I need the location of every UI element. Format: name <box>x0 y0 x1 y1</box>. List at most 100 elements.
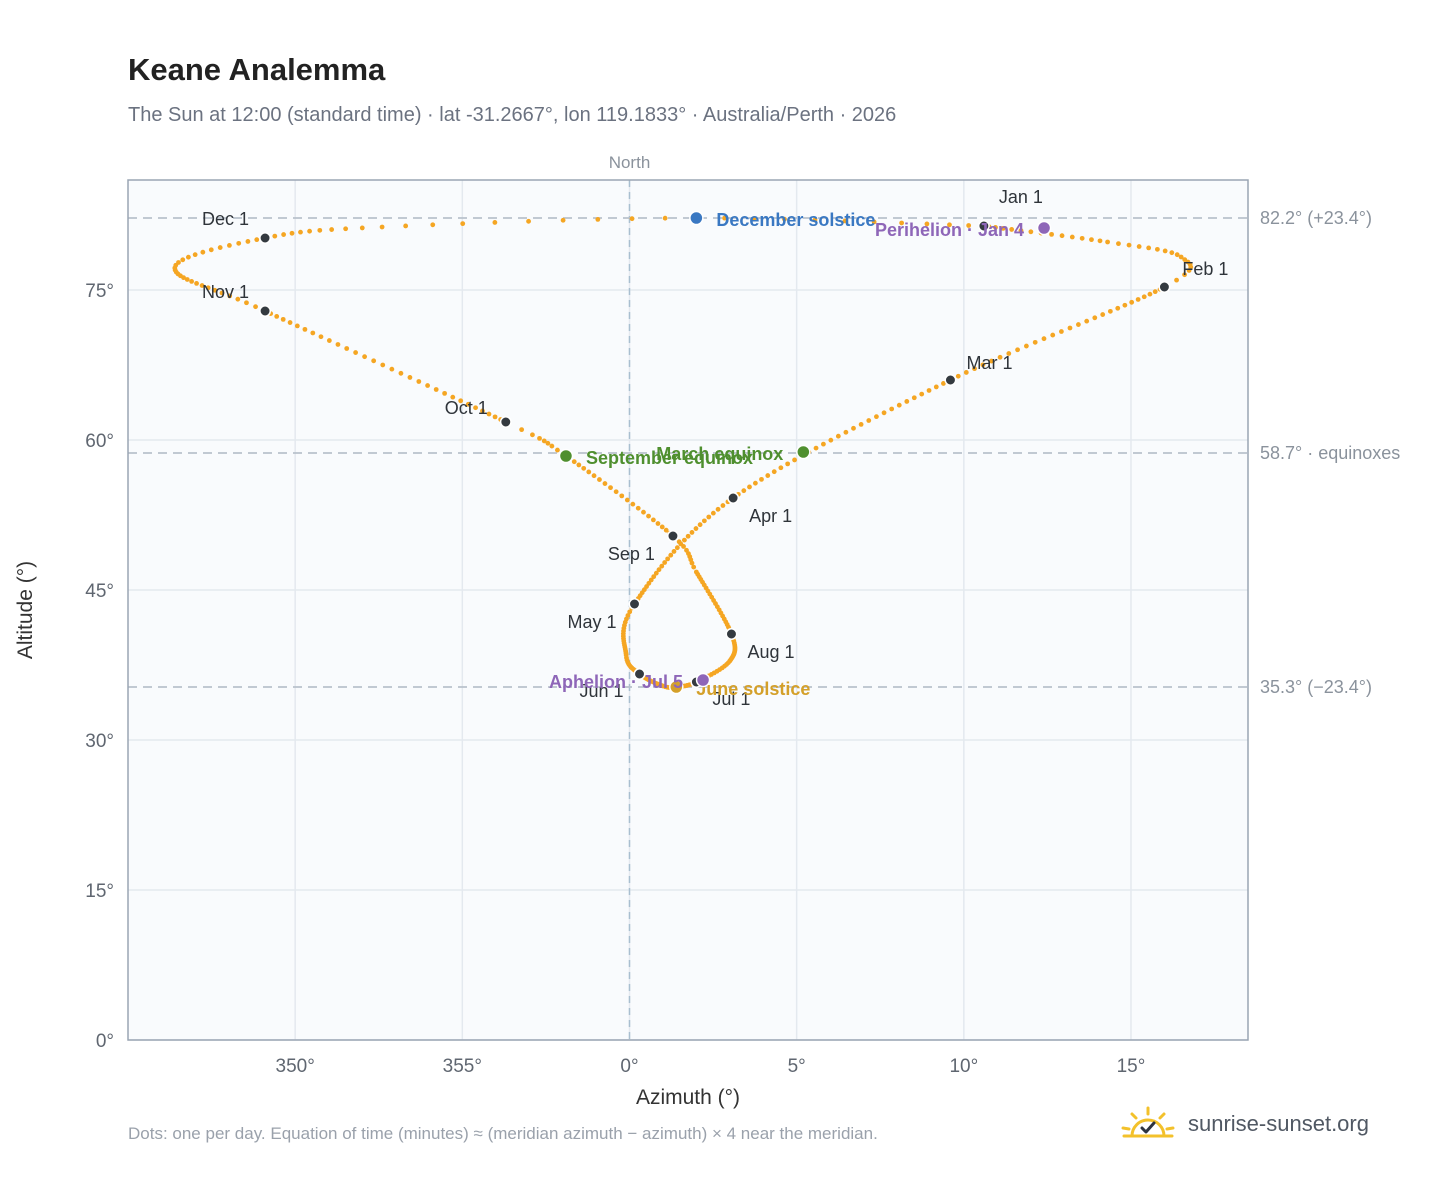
daily-sun-dot <box>281 232 287 237</box>
daily-sun-dot <box>608 485 613 491</box>
daily-sun-dot <box>486 411 492 417</box>
month-marker <box>727 492 740 504</box>
daily-sun-dot <box>1147 291 1153 297</box>
daily-sun-dot <box>1032 339 1038 345</box>
daily-sun-dot <box>465 401 471 407</box>
daily-sun-dot <box>1009 227 1015 232</box>
daily-sun-dot <box>591 473 597 479</box>
y-tick-label: 45° <box>85 581 114 602</box>
daily-sun-dot <box>245 239 251 244</box>
daily-sun-dot <box>1116 241 1121 247</box>
daily-sun-dot <box>947 222 952 228</box>
daily-sun-dot <box>379 224 385 230</box>
month-marker <box>667 530 679 542</box>
daily-sun-dot <box>896 402 902 408</box>
daily-sun-dot <box>1069 234 1075 240</box>
daily-sun-dot <box>646 513 651 519</box>
daily-sun-dot <box>1018 228 1024 233</box>
daily-sun-dot <box>881 410 887 416</box>
daily-sun-dot <box>676 539 682 545</box>
daily-sun-dot <box>624 497 630 503</box>
daily-sun-dot <box>1152 289 1158 295</box>
month-marker-label: May 1 <box>567 612 616 632</box>
daily-sun-dot <box>655 521 661 526</box>
daily-sun-dot <box>627 609 633 615</box>
event-label: September equinox <box>586 448 753 468</box>
daily-sun-dot <box>941 381 946 386</box>
footnote: Dots: one per day. Equation of time (min… <box>128 1124 878 1143</box>
daily-sun-dot <box>1141 294 1147 300</box>
month-marker-label: Jun 1 <box>579 681 623 701</box>
month-marker-label: Jan 1 <box>999 187 1043 207</box>
daily-sun-dot <box>993 225 998 230</box>
month-marker <box>1158 281 1171 293</box>
daily-sun-dot <box>537 435 542 441</box>
daily-sun-dot <box>681 544 686 549</box>
daily-sun-dot <box>212 287 218 293</box>
daily-sun-dot <box>433 387 439 392</box>
month-marker <box>633 668 646 680</box>
x-tick-label: 355° <box>443 1056 482 1077</box>
daily-sun-dot <box>362 354 368 360</box>
daily-sun-dot <box>555 447 560 453</box>
daily-sun-dot <box>812 217 818 223</box>
daily-sun-dot <box>353 350 359 355</box>
daily-sun-dot <box>966 223 972 228</box>
daily-sun-dot <box>662 215 668 221</box>
month-marker <box>499 416 512 428</box>
daily-sun-dot <box>665 556 671 562</box>
daily-sun-dot <box>530 432 535 438</box>
daily-sun-dot <box>227 243 232 248</box>
daily-sun-dot <box>782 216 787 222</box>
event-label: December solstice <box>716 210 875 230</box>
month-marker <box>259 305 272 317</box>
daily-sun-dot <box>1186 268 1192 273</box>
daily-sun-dot <box>904 399 910 404</box>
daily-sun-dot <box>205 285 211 291</box>
daily-sun-dot <box>526 218 531 224</box>
x-tick-label: 10° <box>949 1056 978 1077</box>
event-label: June solstice <box>696 679 810 699</box>
daily-sun-dot <box>416 379 422 384</box>
reference-line-label: 82.2° (+23.4°) <box>1260 208 1372 228</box>
daily-sun-dot <box>924 221 930 227</box>
daily-sun-dot <box>656 567 662 573</box>
month-marker <box>628 598 641 610</box>
daily-sun-dot <box>835 433 841 439</box>
y-tick-label: 15° <box>85 881 114 902</box>
daily-sun-dot <box>343 226 349 232</box>
daily-sun-dot <box>1174 252 1180 258</box>
daily-sun-dot <box>1107 308 1113 314</box>
daily-sun-dot <box>407 375 413 380</box>
daily-sun-dot <box>1146 245 1152 251</box>
x-axis-title: Azimuth (°) <box>636 1086 740 1109</box>
daily-sun-dot <box>1050 332 1056 338</box>
daily-sun-dot <box>1076 322 1081 327</box>
daily-sun-dot <box>715 506 721 512</box>
month-marker-label: Dec 1 <box>202 209 249 229</box>
daily-sun-dot <box>1006 351 1012 356</box>
event-marker <box>796 444 811 460</box>
daily-sun-dot <box>549 443 555 449</box>
daily-sun-dot <box>595 216 601 222</box>
daily-sun-dot <box>274 313 280 319</box>
daily-sun-dot <box>1049 231 1054 237</box>
event-marker <box>695 672 711 688</box>
daily-sun-dot <box>450 394 456 400</box>
daily-sun-dot <box>693 526 699 531</box>
daily-sun-dot <box>1136 244 1142 249</box>
daily-sun-dot <box>792 457 797 463</box>
brand[interactable]: sunrise-sunset.org <box>1120 1100 1369 1148</box>
daily-sun-dot <box>326 338 332 343</box>
daily-sun-dot <box>302 326 308 332</box>
daily-sun-dot <box>492 220 498 225</box>
daily-sun-dot <box>759 476 764 482</box>
daily-sun-dot <box>289 230 295 236</box>
daily-sun-dot <box>1092 315 1098 321</box>
daily-sun-dot <box>691 564 697 570</box>
daily-sun-dot <box>1028 229 1034 235</box>
daily-sun-dot <box>335 342 341 347</box>
daily-sun-dot <box>192 252 198 258</box>
month-marker-label: Sep 1 <box>608 544 655 564</box>
daily-sun-dot <box>997 354 1003 360</box>
